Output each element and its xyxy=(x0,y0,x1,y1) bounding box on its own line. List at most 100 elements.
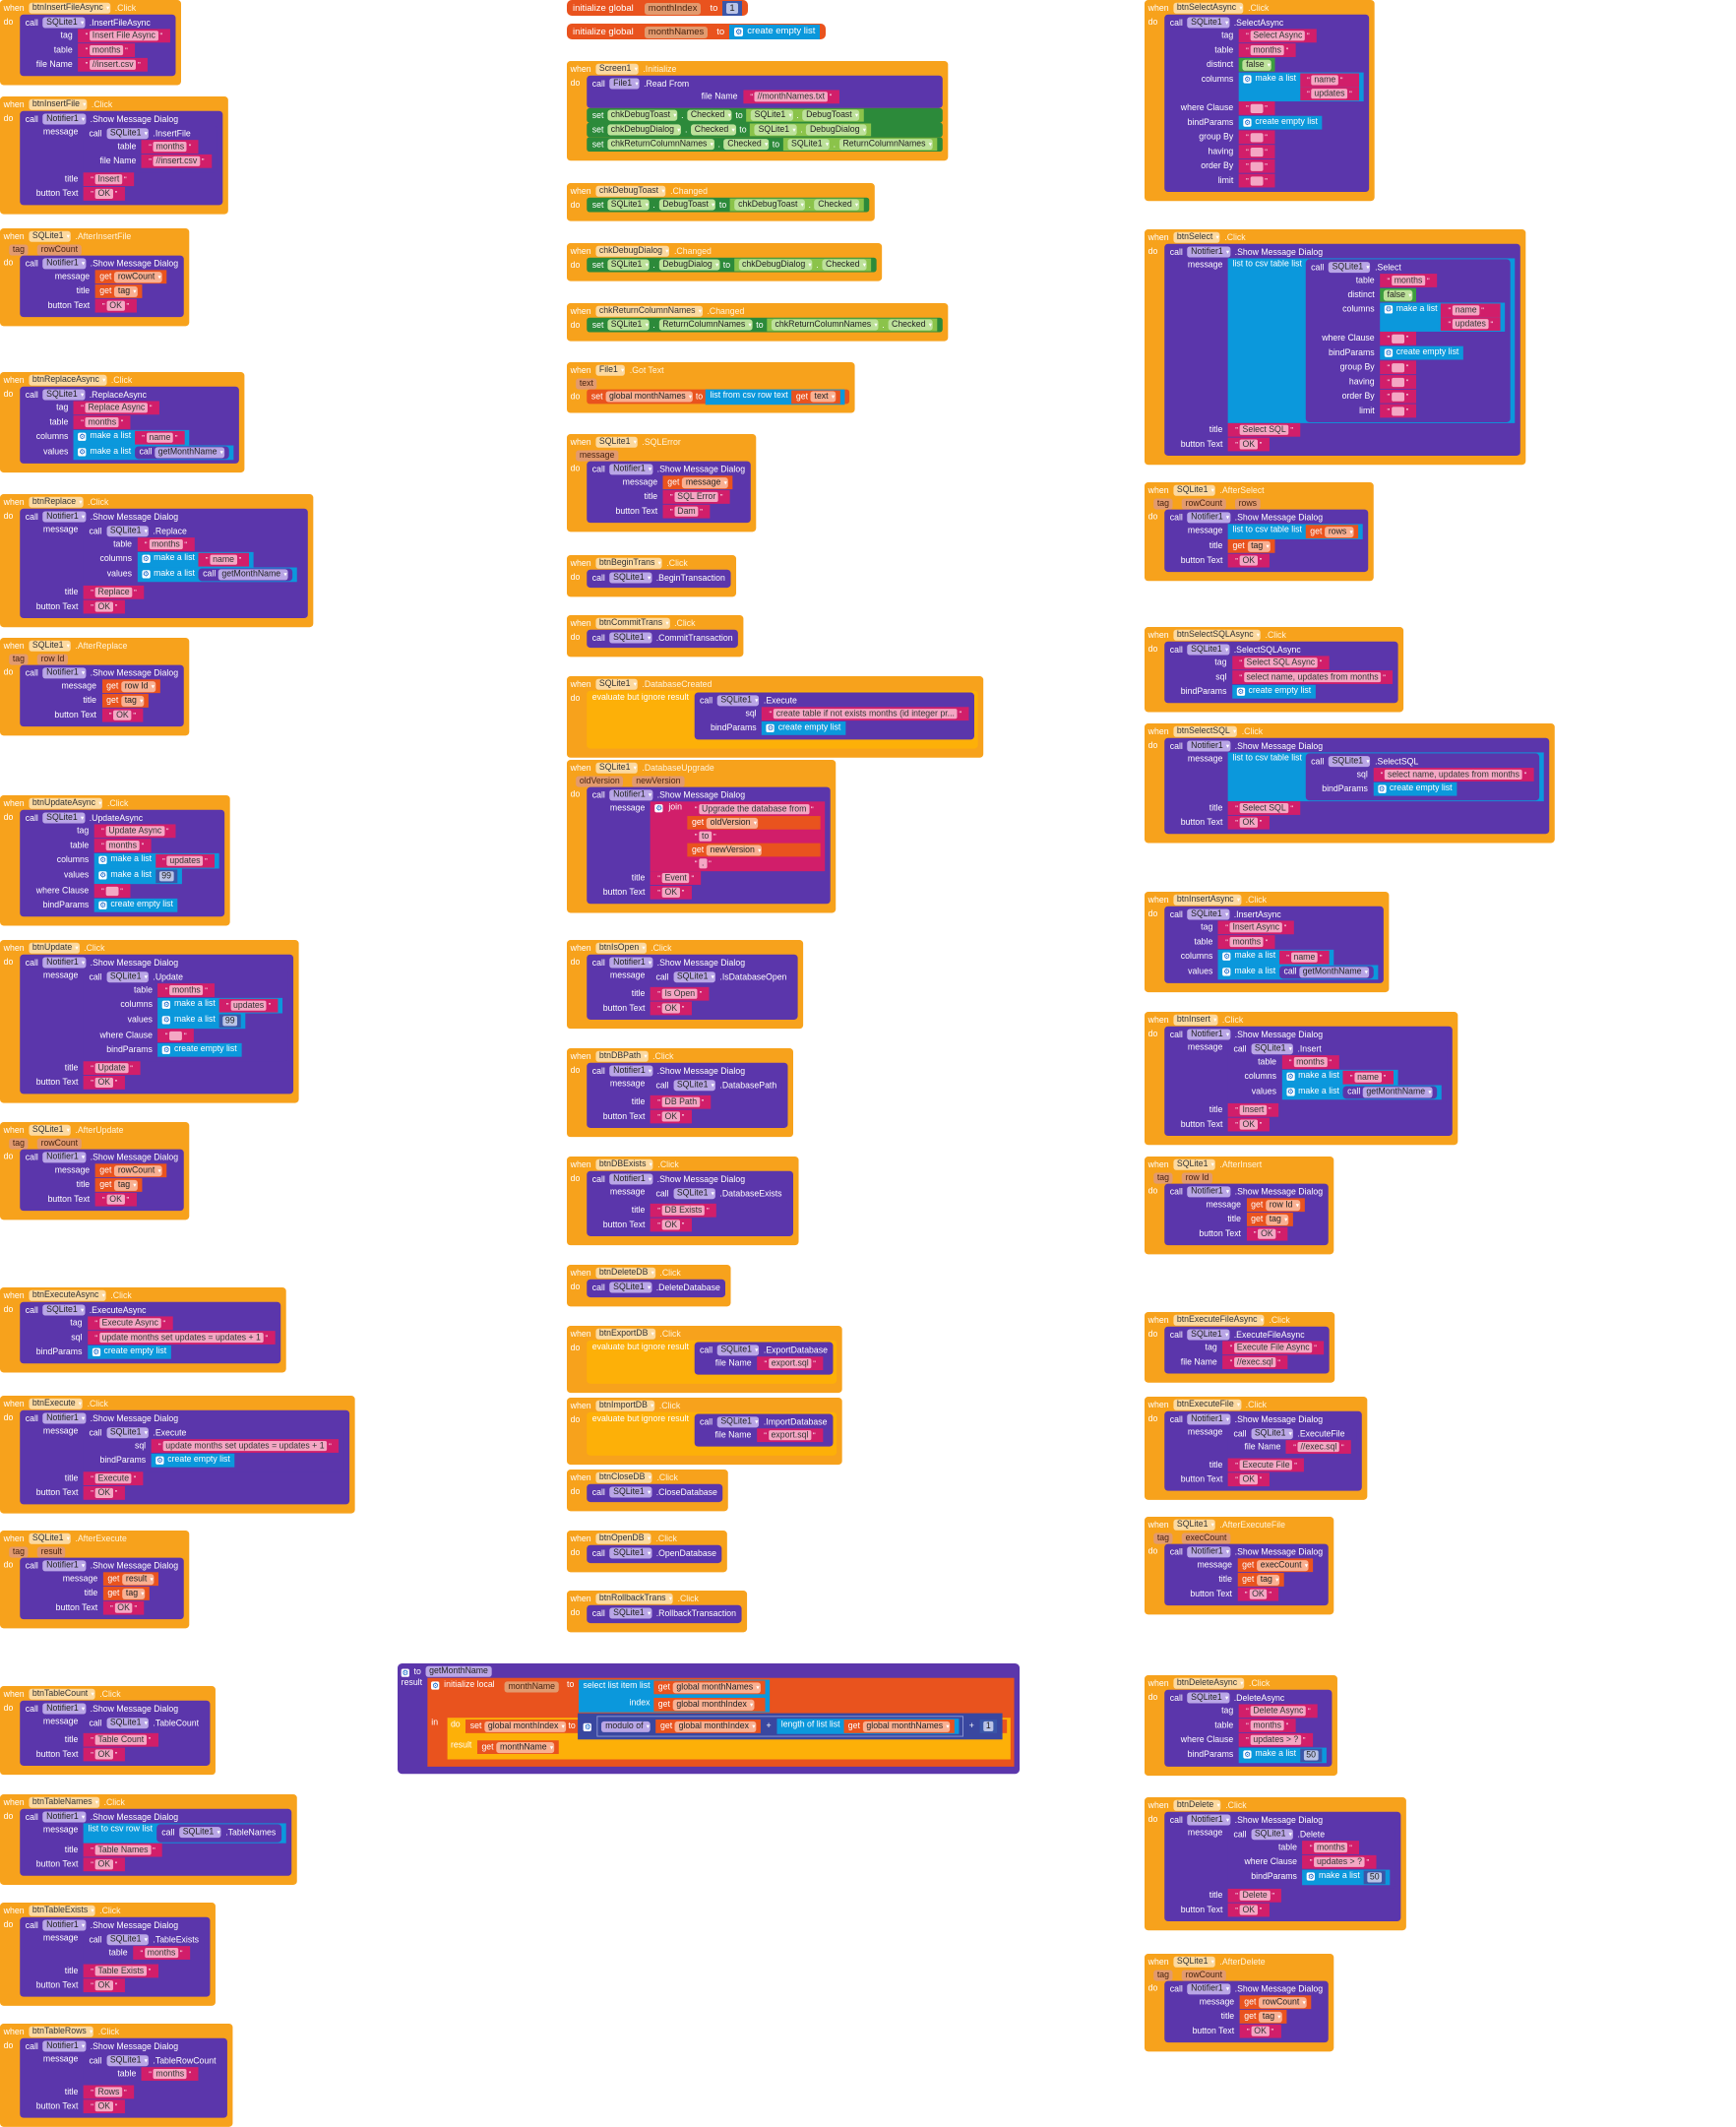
variable-dropdown[interactable]: tag xyxy=(114,1179,138,1191)
text-value[interactable]: Is Open xyxy=(661,988,698,999)
text-value[interactable]: update months set updates = updates + 1 xyxy=(98,1333,264,1344)
join-block[interactable]: ⚙ join " Upgrade the database from " get oldV… xyxy=(650,801,826,872)
text-value[interactable]: Rows xyxy=(94,2087,123,2097)
component-dropdown[interactable]: btnReplaceAsync xyxy=(29,374,107,387)
text-block[interactable]: " select name, updates from months " xyxy=(1231,670,1394,684)
text-block[interactable]: " OK " xyxy=(83,1076,125,1090)
event-handler-btnOpenDB[interactable]: whenbtnOpenDB.ClickdocallSQLite1.OpenDat… xyxy=(567,1531,727,1573)
list-from-csv-block[interactable]: list from csv row text get text xyxy=(705,389,845,405)
make-a-list-block[interactable]: ⚙ make a list 99 xyxy=(157,1013,246,1030)
event-handler-btnRollbackTrans[interactable]: whenbtnRollbackTrans.ClickdocallSQLite1.… xyxy=(567,1591,748,1633)
text-block[interactable]: " months " xyxy=(1238,1719,1296,1732)
event-handler-btnDeleteAsync[interactable]: whenbtnDeleteAsync.ClickdocallSQLite1.De… xyxy=(1145,1675,1338,1777)
text-value[interactable] xyxy=(1250,161,1264,171)
property-dropdown[interactable]: ReturnColumnNames xyxy=(658,319,753,332)
component-dropdown[interactable]: SQLite1 xyxy=(1187,908,1230,920)
get-variable-block[interactable]: get row Id xyxy=(1246,1198,1305,1213)
text-value[interactable]: Replace xyxy=(94,587,133,597)
text-value[interactable]: updates xyxy=(166,855,204,866)
component-dropdown[interactable]: Notifier1 xyxy=(42,1560,87,1572)
initialize-local-block[interactable]: ⚙ initialize local monthName to select list … xyxy=(427,1677,1015,1767)
component-dropdown[interactable]: btnTableExists xyxy=(29,1905,95,1917)
property-dropdown[interactable]: DebugDialog xyxy=(658,259,720,272)
component-dropdown[interactable]: SQLite1 xyxy=(29,1533,71,1545)
mutator-gear-icon[interactable]: ⚙ xyxy=(1307,1872,1316,1881)
text-value[interactable]: Insert xyxy=(1239,1104,1268,1115)
component-dropdown[interactable]: chkReturnColumnNames xyxy=(771,319,879,332)
text-value[interactable]: months xyxy=(1391,275,1426,286)
component-dropdown[interactable]: btnExecuteAsync xyxy=(29,1289,106,1302)
text-block[interactable]: " Insert File Async " xyxy=(78,29,170,43)
component-dropdown[interactable]: Notifier1 xyxy=(42,2040,87,2052)
get-property-block[interactable]: chkDebugToast.Checked xyxy=(729,198,864,212)
component-dropdown[interactable]: btnReplace xyxy=(29,496,84,509)
text-block[interactable]: " OK " xyxy=(83,599,125,614)
variable-dropdown[interactable]: global monthNames xyxy=(862,1720,951,1732)
text-value[interactable]: Execute File Async xyxy=(1234,1343,1313,1353)
text-value[interactable]: OK xyxy=(1249,1589,1268,1599)
component-dropdown[interactable]: btnTableRows xyxy=(29,2026,94,2038)
component-dropdown[interactable]: SQLite1 xyxy=(609,1282,652,1293)
make-a-list-block[interactable]: ⚙ make a list " name " xyxy=(73,429,190,446)
procedure-dropdown[interactable]: getMonthName xyxy=(155,447,224,459)
event-parameter[interactable]: message xyxy=(576,450,619,462)
component-dropdown[interactable]: SQLite1 xyxy=(1187,644,1230,656)
component-dropdown[interactable]: SQLite1 xyxy=(1328,262,1371,274)
event-handler-btnInsertAsync[interactable]: whenbtnInsertAsync.ClickdocallSQLite1.In… xyxy=(1145,892,1390,993)
mutator-gear-icon[interactable]: ⚙ xyxy=(1222,952,1231,961)
event-parameter[interactable]: tag xyxy=(9,244,29,256)
text-block[interactable]: " OK " xyxy=(650,1109,692,1124)
component-dropdown[interactable]: btnIsOpen xyxy=(595,942,647,955)
component-dropdown[interactable]: chkReturnColumnNames xyxy=(595,305,703,318)
event-handler-btnTableExists[interactable]: whenbtnTableExists.ClickdocallNotifier1.… xyxy=(0,1903,216,2006)
component-dropdown[interactable]: chkDebugToast xyxy=(595,185,666,198)
get-variable-block[interactable]: get rows xyxy=(1305,525,1359,539)
event-handler-SQLite1[interactable]: whenSQLite1.SQLErrormessagedocallNotifie… xyxy=(567,434,757,532)
variable-dropdown[interactable]: global monthNames xyxy=(605,391,694,403)
text-block[interactable]: " months " xyxy=(1238,43,1296,57)
component-dropdown[interactable]: SQLite1 xyxy=(42,1304,86,1316)
component-dropdown[interactable]: SQLite1 xyxy=(1251,1043,1293,1055)
component-dropdown[interactable]: SQLite1 xyxy=(1187,17,1230,29)
create-empty-list-block[interactable]: ⚙ create empty list xyxy=(762,721,845,735)
component-dropdown[interactable]: btnInsertAsync xyxy=(1173,894,1242,907)
event-parameter[interactable]: oldVersion xyxy=(576,776,624,787)
make-a-list-block[interactable]: ⚙ make a list call getMonthName xyxy=(137,567,297,583)
text-value[interactable]: export.sql xyxy=(768,1430,812,1441)
component-dropdown[interactable]: Notifier1 xyxy=(42,258,87,270)
event-handler-SQLite1[interactable]: whenSQLite1.AfterExecuteFiletagexecCount… xyxy=(1145,1517,1334,1615)
text-block[interactable]: " Replace " xyxy=(83,585,145,599)
get-variable-block[interactable]: get text xyxy=(791,390,840,404)
text-block[interactable]: " OK " xyxy=(94,1192,137,1207)
event-parameter[interactable]: tag xyxy=(1153,1172,1173,1184)
text-value[interactable] xyxy=(1250,103,1264,113)
variable-dropdown[interactable]: rowCount xyxy=(1259,1996,1307,2009)
component-dropdown[interactable]: SQLite1 xyxy=(595,762,638,775)
text-value[interactable]: Replace Async xyxy=(85,403,149,413)
create-empty-list-block[interactable]: ⚙ create empty list xyxy=(157,1042,242,1057)
get-variable-block[interactable]: get rowCount xyxy=(1239,1995,1312,2010)
property-dropdown[interactable]: Checked xyxy=(822,259,867,272)
text-value[interactable]: Insert xyxy=(94,174,123,185)
make-a-list-block[interactable]: ⚙ make a list 50 xyxy=(1238,1747,1327,1764)
component-dropdown[interactable]: SQLite1 xyxy=(787,139,831,151)
component-dropdown[interactable]: btnDeleteAsync xyxy=(1173,1677,1245,1690)
event-handler-btnTableCount[interactable]: whenbtnTableCount.ClickdocallNotifier1.S… xyxy=(0,1686,216,1776)
component-dropdown[interactable]: SQLite1 xyxy=(609,572,652,584)
component-dropdown[interactable]: chkDebugDialog xyxy=(595,245,670,258)
method-call-block[interactable]: callSQLite1.Selecttable"months"distinctf… xyxy=(1305,259,1511,422)
text-block[interactable]: " name " xyxy=(1278,950,1330,965)
